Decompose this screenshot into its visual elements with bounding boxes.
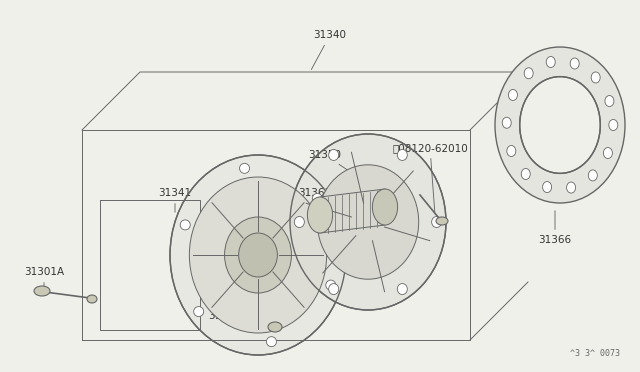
Ellipse shape [521,169,530,180]
Ellipse shape [591,72,600,83]
Ellipse shape [180,220,190,230]
Ellipse shape [547,57,556,67]
Ellipse shape [194,307,204,317]
Ellipse shape [290,134,446,310]
Ellipse shape [225,217,291,293]
Ellipse shape [508,90,517,100]
Ellipse shape [520,77,600,173]
Ellipse shape [605,96,614,106]
Ellipse shape [570,58,579,69]
Text: ^3 3^ 0073: ^3 3^ 0073 [570,349,620,358]
Ellipse shape [239,163,250,173]
Ellipse shape [524,68,533,79]
Ellipse shape [87,295,97,303]
Text: 31347: 31347 [360,180,399,199]
Ellipse shape [329,283,339,295]
Ellipse shape [566,182,575,193]
Text: 31301A: 31301A [24,267,64,289]
Text: Ⓓ08120-62010: Ⓓ08120-62010 [392,143,468,212]
Text: 31350: 31350 [308,150,353,173]
Ellipse shape [268,322,282,332]
Ellipse shape [239,233,277,277]
Ellipse shape [507,145,516,157]
Text: 31341E: 31341E [208,311,252,323]
Text: O: O [332,253,340,263]
Ellipse shape [502,117,511,128]
Ellipse shape [170,155,346,355]
Ellipse shape [189,177,326,333]
Ellipse shape [495,47,625,203]
Ellipse shape [372,189,397,225]
Text: 31340: 31340 [311,30,346,70]
Ellipse shape [588,170,597,181]
Ellipse shape [397,150,407,160]
Text: 31341: 31341 [159,188,191,212]
Ellipse shape [34,286,50,296]
Ellipse shape [543,182,552,193]
Ellipse shape [431,217,442,228]
Text: 31363: 31363 [298,188,332,212]
Ellipse shape [307,197,333,233]
Text: 31344: 31344 [230,188,273,230]
Text: 31366: 31366 [538,211,572,245]
Ellipse shape [609,119,618,131]
Ellipse shape [397,283,407,295]
Ellipse shape [604,148,612,158]
Ellipse shape [317,165,419,279]
Ellipse shape [294,217,305,228]
Ellipse shape [436,217,448,225]
Ellipse shape [326,280,336,290]
Ellipse shape [312,193,323,203]
Ellipse shape [329,150,339,160]
Ellipse shape [266,337,276,347]
Text: 31346: 31346 [332,200,365,226]
